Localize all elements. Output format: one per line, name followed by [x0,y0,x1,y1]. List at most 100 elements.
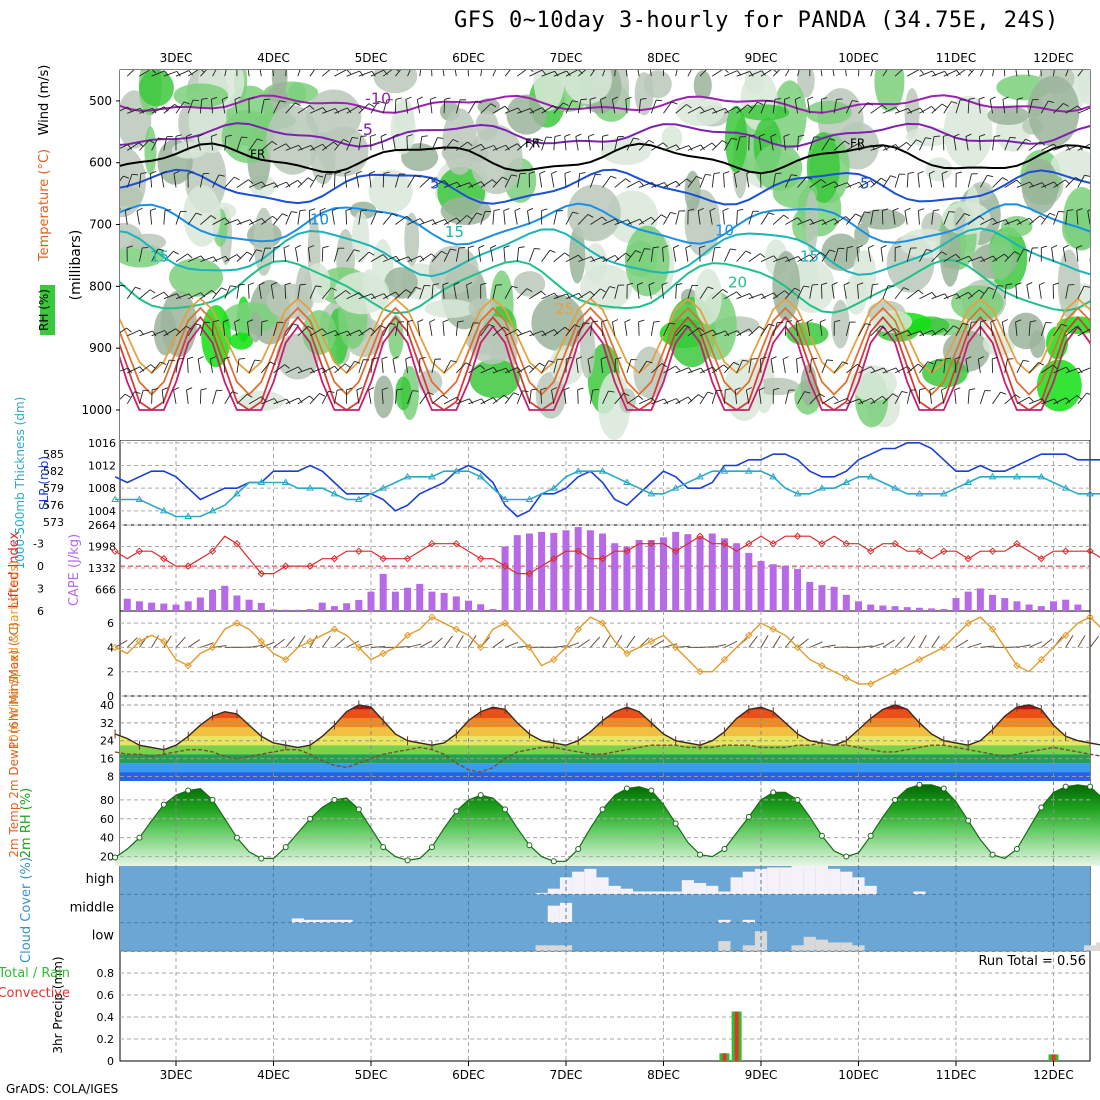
cape-bar [1001,598,1009,611]
barb-staff [381,358,384,373]
slp-tick-label: 1016 [88,437,116,450]
wind-barb [516,172,526,188]
wind-barb [1028,99,1039,114]
barb-flag [722,288,728,294]
wind-barb [356,387,363,404]
barb-staff [1015,70,1018,77]
barb-staff [846,143,859,151]
barb-staff [724,70,738,77]
wind-barb [846,181,864,188]
barb-flag [335,108,340,114]
rh-marker [307,815,314,822]
rh-shade-cell [390,102,416,155]
barb-flag [820,179,827,184]
wind-barb [368,170,376,188]
wind-barb [675,104,692,114]
barb-flag [152,107,157,114]
barb-staff [578,256,592,263]
barb-staff [602,175,612,188]
wind-barb [455,320,464,336]
barb-staff [955,255,970,263]
wind-barb [907,330,925,337]
y-tick-label: 1000 [81,403,112,417]
barb-staff [858,323,866,337]
barb-staff [846,398,860,405]
cloud-high-bar [864,885,877,895]
barb-staff [699,70,707,77]
wind-barb [699,391,714,405]
barb-flag [927,361,934,365]
wind-barb [736,70,754,77]
wind-barb [285,366,303,374]
wind-barb [614,284,625,299]
barb-staff [687,144,701,151]
barb-flag [566,293,571,300]
barb-staff [358,136,362,151]
barb-staff [529,290,542,300]
barb-flag [149,289,156,294]
wind-barb [392,356,399,373]
temperature-contour [120,142,1090,175]
barb-flag [600,288,606,293]
barb-staff [563,389,567,404]
barb-flag [761,70,766,76]
wind-barb [1089,335,1090,336]
barb-staff [1089,402,1090,404]
barb-staff [139,330,153,337]
wind-barb [565,100,579,114]
barb-flag [785,256,791,262]
barb-staff [919,329,933,337]
barb-flag [1026,282,1033,286]
barb-flag [1091,247,1097,248]
barb-staff [806,321,811,336]
wind-barb [648,281,655,299]
wind-barb [492,326,509,337]
barb-staff [772,290,785,300]
barb-flag [221,287,228,291]
barb-flag [465,362,472,367]
wind-barb [651,398,669,405]
wind-barb [187,70,205,77]
barb-staff [967,215,980,225]
wind-barb [833,140,850,151]
barb-staff [687,285,693,299]
wind-barb [626,218,644,225]
barb-flag [444,97,451,100]
surface-wind-barb [273,638,286,648]
contour-label: -5 [357,120,373,139]
wind-barb [259,70,262,77]
barb-flag [564,252,570,257]
wind-barb [297,105,315,114]
wind-barb [1028,320,1037,336]
wind-barb [382,322,396,337]
barb-staff [904,210,908,225]
wind-barb [624,319,631,336]
barb-staff [221,99,226,114]
barb-staff [1053,366,1067,374]
barb-staff [200,70,207,77]
surface-wind-barb [772,635,781,648]
barb-flag [612,319,619,323]
wind-barb [529,290,546,300]
wind-barb [529,248,541,262]
wind-barb [1015,282,1022,299]
cape-bar [940,609,948,611]
barb-flag [405,96,412,100]
barb-flag [774,98,781,100]
barb-flag [845,216,851,221]
barb-flag [187,356,194,360]
barb-flag [997,285,1004,287]
wind-barb [1077,143,1090,151]
barb-flag [953,325,960,330]
barb-flag [995,62,1001,63]
barb-staff [382,323,390,337]
wind-barb [1004,251,1020,262]
cape-bar [160,603,168,611]
barb-staff [456,182,470,188]
barb-flag [747,104,753,109]
cape-bar [867,604,875,611]
wind-barb [734,387,741,404]
wind-barb [723,388,732,404]
wind-barb [894,108,913,114]
barb-flag [783,66,788,69]
